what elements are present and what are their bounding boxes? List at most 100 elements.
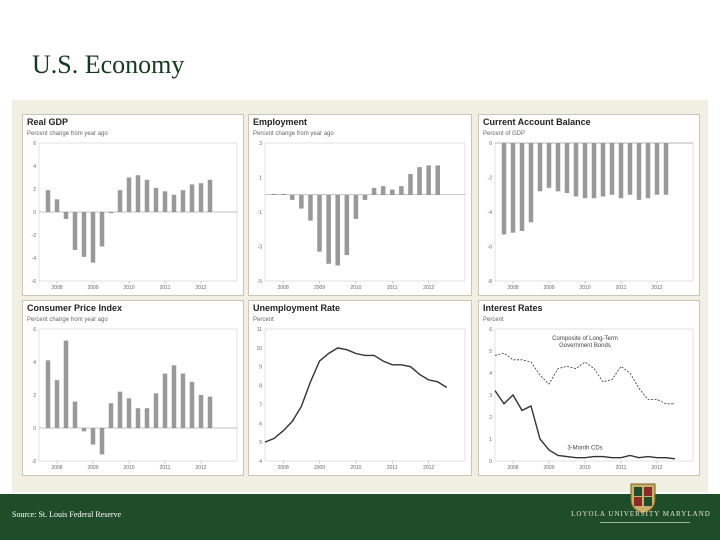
bar <box>435 165 440 195</box>
bar <box>582 143 588 199</box>
x-tick-label: 2012 <box>423 465 434 471</box>
y-tick-label: 6 <box>489 327 492 333</box>
bar <box>390 189 395 195</box>
series-annotation: 3-Month CDs <box>567 446 602 452</box>
bar <box>344 194 350 256</box>
x-tick-label: 2011 <box>616 285 627 291</box>
bar <box>153 393 159 428</box>
chart-subtitle: Percent change from year ago <box>253 131 334 137</box>
y-tick-label: 10 <box>256 346 262 352</box>
bar <box>645 143 651 199</box>
bar <box>636 143 642 200</box>
bar <box>144 179 150 212</box>
y-tick-label: -8 <box>488 279 493 285</box>
bar <box>153 187 159 212</box>
bar <box>501 143 507 235</box>
bar <box>207 396 213 428</box>
bar <box>126 398 132 428</box>
y-tick-label: 3 <box>489 393 492 399</box>
y-tick-label: 4 <box>489 371 492 377</box>
x-tick-label: 2012 <box>651 465 662 471</box>
source-note: Source: St. Louis Federal Reserve <box>12 510 122 519</box>
bar <box>399 186 404 195</box>
bar <box>99 428 105 455</box>
chart-title: Interest Rates <box>483 303 543 313</box>
y-tick-label: 0 <box>489 141 492 147</box>
divider <box>600 522 690 523</box>
x-tick-label: 2008 <box>278 285 289 291</box>
x-tick-label: 2012 <box>651 285 662 291</box>
chart-title: Employment <box>253 117 307 127</box>
x-tick-label: 2011 <box>616 465 627 471</box>
y-tick-label: 2 <box>33 393 36 399</box>
series-line <box>264 347 448 443</box>
chart-gdp-svg: Real GDP Percent change from year ago -6 -4… <box>27 117 238 291</box>
chart-current_account-svg: Current Account Balance Percent of GDP -8 -… <box>483 117 694 291</box>
y-tick-label: 6 <box>259 421 262 427</box>
bar <box>546 143 552 188</box>
y-tick-label: 0 <box>33 210 36 216</box>
bar <box>54 199 60 212</box>
bar <box>171 194 177 212</box>
bar <box>126 177 132 212</box>
bar <box>162 191 168 212</box>
y-tick-label: -6 <box>488 245 493 251</box>
bar <box>519 143 525 231</box>
bar <box>317 194 322 252</box>
bar <box>108 403 114 428</box>
chart-subtitle: Percent change from year ago <box>27 317 108 323</box>
footer-bar: Source: St. Louis Federal Reserve LOYOLA… <box>0 483 720 540</box>
bar <box>308 194 313 221</box>
y-tick-label: -5 <box>258 279 263 285</box>
bar <box>618 143 624 199</box>
x-tick-label: 2009 <box>87 285 98 291</box>
bar <box>63 212 69 219</box>
x-tick-label: 2012 <box>195 465 206 471</box>
bar <box>90 212 96 263</box>
x-tick-label: 2009 <box>314 465 325 471</box>
x-tick-label: 2010 <box>123 285 134 291</box>
x-tick-label: 2010 <box>123 465 134 471</box>
chart-grid: Real GDP Percent change from year ago -6 -4… <box>12 100 708 492</box>
x-tick-label: 2008 <box>51 465 62 471</box>
bar <box>299 194 304 209</box>
x-tick-label: 2009 <box>87 465 98 471</box>
x-tick-label: 2009 <box>543 465 554 471</box>
y-tick-label: -4 <box>488 210 493 216</box>
bar <box>198 395 204 428</box>
bar <box>362 194 368 200</box>
bar <box>108 212 114 214</box>
chart-panel-employment: Employment Percent change from year ago -5… <box>248 114 472 296</box>
bar <box>280 193 286 195</box>
y-tick-label: 0 <box>489 459 492 465</box>
chart-employment-svg: Employment Percent change from year ago -5… <box>253 117 466 291</box>
university-name: LOYOLA UNIVERSITY MARYLAND <box>571 510 711 518</box>
series-annotation: Government Bonds <box>559 343 611 349</box>
y-tick-label: 11 <box>257 327 262 333</box>
bar <box>600 143 606 197</box>
y-tick-label: -2 <box>488 176 493 182</box>
y-tick-label: 5 <box>489 349 492 355</box>
x-tick-label: 2008 <box>51 285 62 291</box>
bar <box>609 143 615 195</box>
bar <box>408 174 413 195</box>
y-tick-label: -1 <box>258 210 263 216</box>
y-tick-label: -2 <box>32 233 37 239</box>
x-tick-label: 2009 <box>314 285 325 291</box>
bar <box>117 391 123 428</box>
y-tick-label: 2 <box>33 187 36 193</box>
chart-title: Unemployment Rate <box>253 303 340 313</box>
y-tick-label: -2 <box>32 459 37 465</box>
bar <box>45 360 51 428</box>
bar <box>528 143 534 223</box>
page-title: U.S. Economy <box>32 50 185 79</box>
bar <box>555 143 561 192</box>
bar <box>117 190 123 212</box>
university-crest-icon <box>630 483 656 514</box>
bar <box>81 212 87 257</box>
bar <box>380 186 386 195</box>
bar <box>271 193 277 195</box>
x-tick-label: 2011 <box>387 465 398 471</box>
chart-panel-real-gdp: Real GDP Percent change from year ago -6 -4… <box>22 114 244 296</box>
y-tick-label: 0 <box>33 426 36 432</box>
